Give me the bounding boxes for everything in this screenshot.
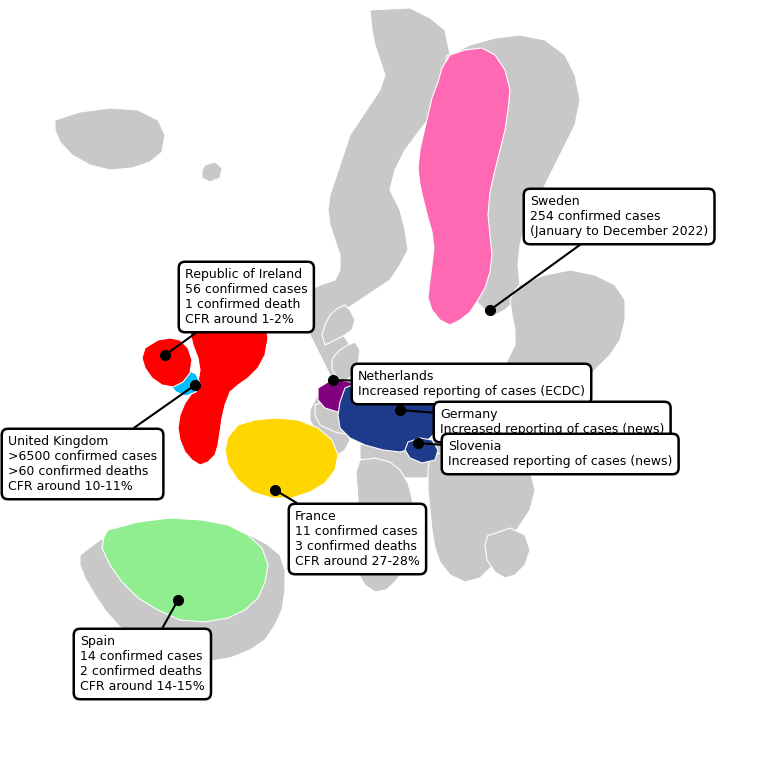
Polygon shape <box>102 518 268 622</box>
Polygon shape <box>485 528 530 578</box>
Text: Slovenia
Increased reporting of cases (news): Slovenia Increased reporting of cases (n… <box>423 440 673 468</box>
Text: Netherlands
Increased reporting of cases (ECDC): Netherlands Increased reporting of cases… <box>339 370 585 398</box>
Polygon shape <box>170 370 200 396</box>
Polygon shape <box>338 378 442 452</box>
Polygon shape <box>428 450 535 582</box>
Polygon shape <box>80 528 285 662</box>
Polygon shape <box>410 388 498 422</box>
Polygon shape <box>295 8 450 455</box>
Polygon shape <box>202 162 222 182</box>
Text: Germany
Increased reporting of cases (news): Germany Increased reporting of cases (ne… <box>405 408 664 436</box>
Polygon shape <box>354 458 415 592</box>
Polygon shape <box>322 305 355 345</box>
Polygon shape <box>212 270 258 298</box>
Polygon shape <box>142 338 192 387</box>
Polygon shape <box>318 380 358 412</box>
Polygon shape <box>178 290 268 465</box>
Polygon shape <box>225 418 338 498</box>
Text: Republic of Ireland
56 confirmed cases
1 confirmed death
CFR around 1-2%: Republic of Ireland 56 confirmed cases 1… <box>169 268 307 352</box>
Polygon shape <box>432 35 580 315</box>
Polygon shape <box>332 342 360 382</box>
Polygon shape <box>405 438 438 463</box>
Polygon shape <box>315 395 378 435</box>
Polygon shape <box>505 270 625 435</box>
Text: Spain
14 confirmed cases
2 confirmed deaths
CFR around 14-15%: Spain 14 confirmed cases 2 confirmed dea… <box>80 604 205 693</box>
Text: Sweden
254 confirmed cases
(January to December 2022): Sweden 254 confirmed cases (January to D… <box>495 195 708 307</box>
Polygon shape <box>55 108 165 170</box>
Polygon shape <box>432 425 505 465</box>
Text: United Kingdom
>6500 confirmed cases
>60 confirmed deaths
CFR around 10-11%: United Kingdom >6500 confirmed cases >60… <box>8 388 191 493</box>
Polygon shape <box>418 48 510 325</box>
Polygon shape <box>360 438 445 478</box>
Text: France
11 confirmed cases
3 confirmed deaths
CFR around 27-28%: France 11 confirmed cases 3 confirmed de… <box>280 493 420 568</box>
